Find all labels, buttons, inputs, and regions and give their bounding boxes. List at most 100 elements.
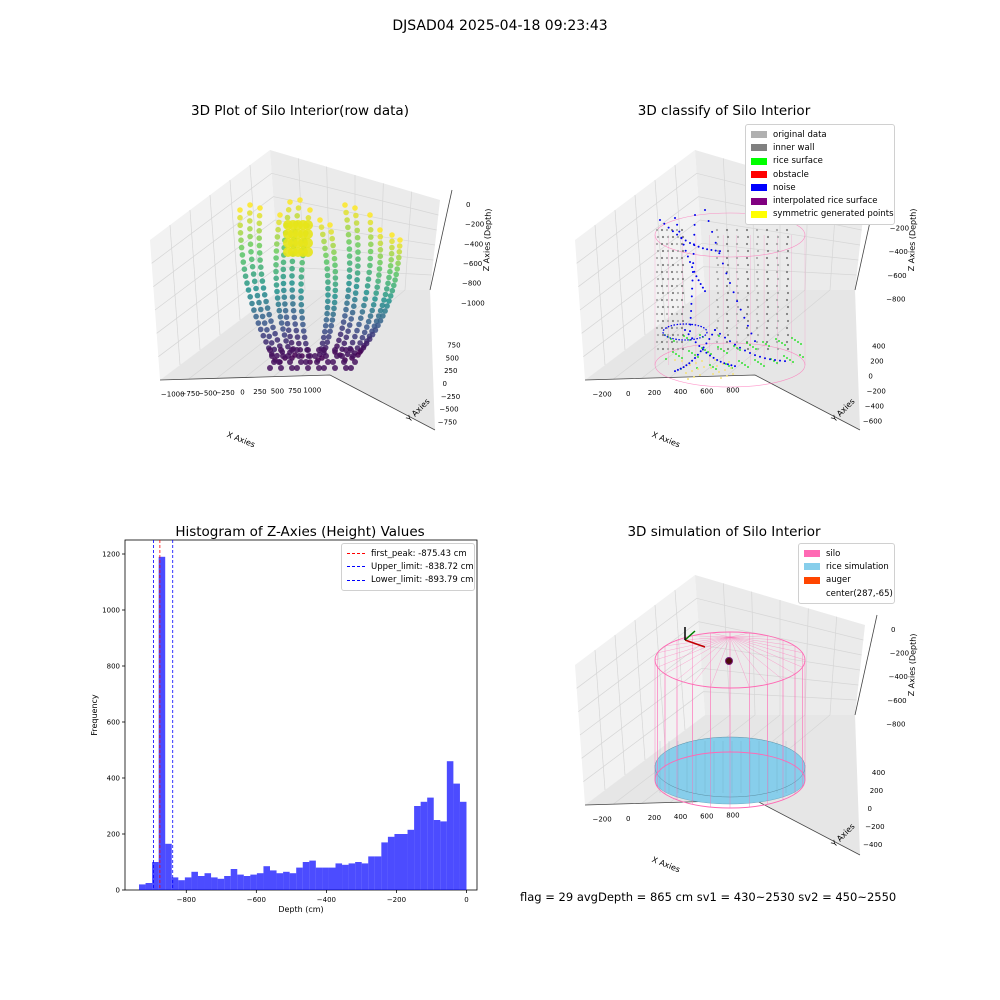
histogram-bar (414, 806, 421, 890)
cls-wall-point (776, 263, 780, 267)
cls-wall-point (726, 263, 730, 267)
raw-point (307, 353, 313, 359)
sim-legend-entry: rice simulation (804, 560, 889, 573)
cls-wall-point (746, 319, 750, 323)
raw-point (322, 245, 328, 252)
cls-wall-point (765, 284, 769, 288)
cls-wall-point (675, 312, 679, 316)
cls-noise-point (689, 316, 692, 319)
histogram-bar (217, 878, 225, 890)
cls-x-tick-label: 0 (626, 390, 630, 398)
cls-y-tick-label: 400 (872, 343, 885, 351)
raw-point (263, 339, 269, 345)
raw-point (316, 365, 322, 371)
raw-point (296, 353, 302, 359)
cls-z-tick-label: −600 (887, 272, 906, 280)
histogram-legend-entry: Lower_limit: -893.79 cm (347, 574, 473, 587)
legend-label: Lower_limit: -893.79 cm (371, 575, 474, 586)
cls-wall-point (676, 319, 680, 323)
cls-wall-point (666, 263, 670, 267)
cls-symmetric-point (681, 360, 683, 362)
cls-wall-point (735, 270, 739, 274)
cls-grid-line (726, 289, 831, 377)
raw-point (386, 298, 392, 304)
raw-point (345, 287, 352, 293)
raw-point (367, 262, 373, 269)
legend-swatch (751, 171, 767, 179)
raw-z-tick-label: −400 (464, 240, 483, 248)
cls-wall-point (676, 249, 680, 253)
cls-noise-point (679, 367, 682, 370)
raw-point (324, 339, 331, 345)
cls-rice-point (688, 350, 690, 352)
cls-wall-point (786, 277, 790, 281)
raw-point (240, 259, 247, 265)
cls-wall-point (745, 284, 749, 288)
cls-noise-point (724, 336, 726, 339)
raw-point (357, 340, 363, 346)
cls-wall-point (665, 326, 669, 330)
cls-wall-point (785, 298, 789, 302)
cls-rice-point (789, 359, 791, 361)
raw-point (372, 327, 379, 333)
raw-point (356, 321, 362, 328)
legend-label: rice simulation (826, 561, 889, 572)
raw-point (332, 262, 338, 268)
cls-symmetric-point (732, 373, 734, 375)
cls-rice-point (736, 347, 738, 349)
cls-rice-point (786, 357, 788, 359)
cls-wall-point (681, 235, 685, 239)
raw-point (253, 285, 259, 292)
cls-symmetric-point (726, 375, 728, 377)
raw-point (256, 220, 263, 227)
raw-point (330, 311, 336, 318)
raw-x-tick-label: −750 (181, 390, 200, 398)
cls-noise-ring (662, 323, 708, 341)
cls-rice-point (723, 350, 725, 352)
cls-wall-point (665, 270, 669, 274)
raw-point (345, 231, 352, 238)
cls-noise-point (674, 370, 676, 373)
cls-wall-point (666, 305, 670, 309)
cls-wall-point (715, 242, 719, 246)
raw-point (379, 302, 386, 309)
raw-point (334, 353, 340, 359)
cls-rice-point (762, 341, 764, 343)
cls-wall-point (675, 326, 679, 330)
raw-point (320, 231, 326, 238)
histogram-y-tick-label: 0 (116, 887, 120, 895)
raw-point (354, 277, 360, 283)
cls-noise-point (707, 220, 710, 222)
cls-noise-point (692, 262, 695, 265)
cls-noise-point (692, 252, 695, 255)
histogram-bar (401, 834, 408, 890)
histogram-bar (296, 867, 303, 890)
raw-point (280, 353, 286, 359)
raw-point (259, 278, 266, 284)
histogram-bar (302, 862, 310, 890)
raw-axis-line (159, 374, 436, 431)
raw-point (387, 293, 394, 299)
cls-noise-point (684, 329, 686, 331)
raw-x-tick-label: 250 (253, 388, 266, 396)
cls-noise-point (687, 333, 690, 336)
raw-point (357, 349, 363, 355)
cls-wall-point (765, 298, 769, 302)
cls-wall-point (675, 298, 679, 302)
cls-wall-point (765, 326, 769, 330)
legend-swatch (751, 197, 767, 205)
sim-grid-line (583, 691, 857, 782)
raw-point (380, 313, 386, 319)
cls-wall-point (655, 298, 659, 302)
cls-wall-point (661, 249, 665, 253)
raw-plot-title: 3D Plot of Silo Interior(row data) (191, 103, 409, 119)
cls-wall-point (725, 312, 729, 316)
raw-point (324, 304, 331, 311)
cls-wall-point (745, 256, 749, 260)
histogram-bar (335, 863, 343, 890)
raw-point (389, 244, 395, 251)
raw-point (285, 327, 292, 333)
cls-wall-point (746, 305, 750, 309)
cls-symmetric-point (703, 366, 705, 368)
raw-point (289, 287, 295, 293)
